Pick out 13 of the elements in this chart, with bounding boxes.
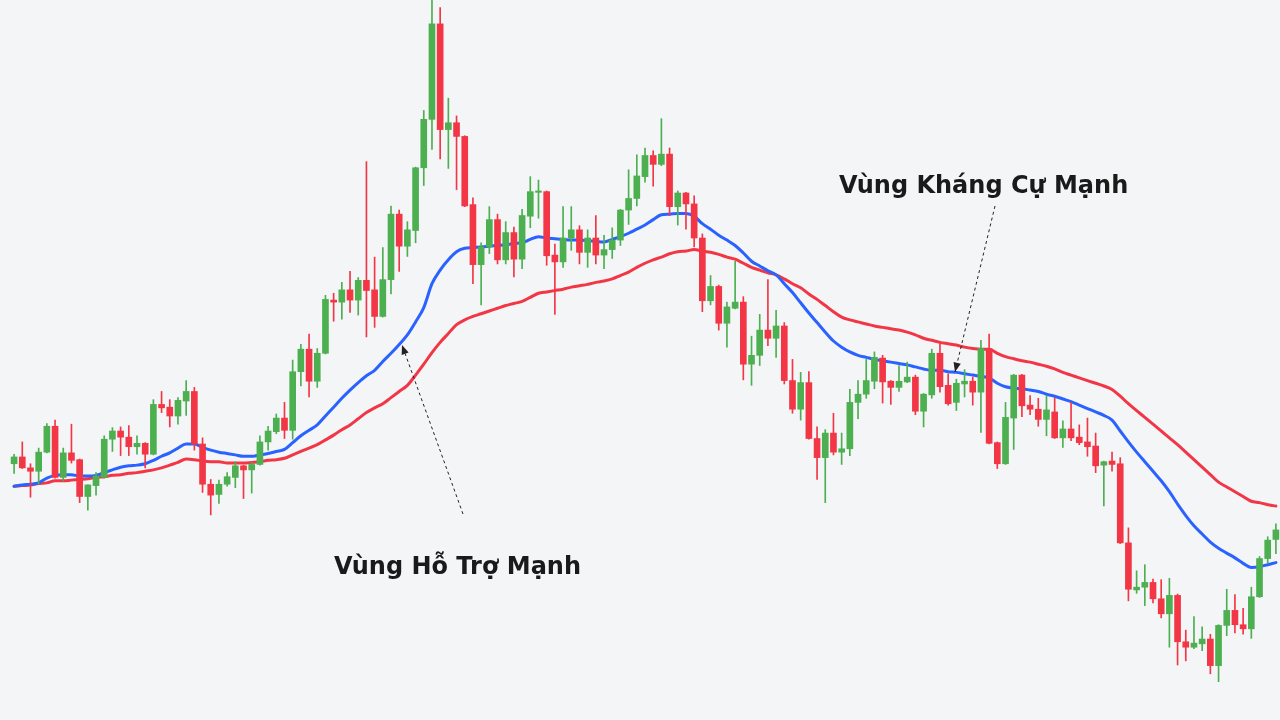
candlestick — [1239, 608, 1247, 635]
candlestick — [1190, 616, 1198, 649]
candlestick — [854, 380, 862, 420]
candlestick — [764, 279, 772, 347]
candlestick — [649, 150, 657, 187]
annotation: Vùng Kháng Cự Mạnh — [839, 171, 1129, 199]
candlestick — [1026, 395, 1034, 415]
candlestick — [248, 462, 256, 494]
candlestick — [903, 361, 911, 383]
annotation: Vùng Hỗ Trợ Mạnh — [334, 551, 582, 580]
candlestick — [567, 206, 575, 251]
candlestick — [895, 365, 903, 392]
candlestick — [731, 260, 739, 310]
